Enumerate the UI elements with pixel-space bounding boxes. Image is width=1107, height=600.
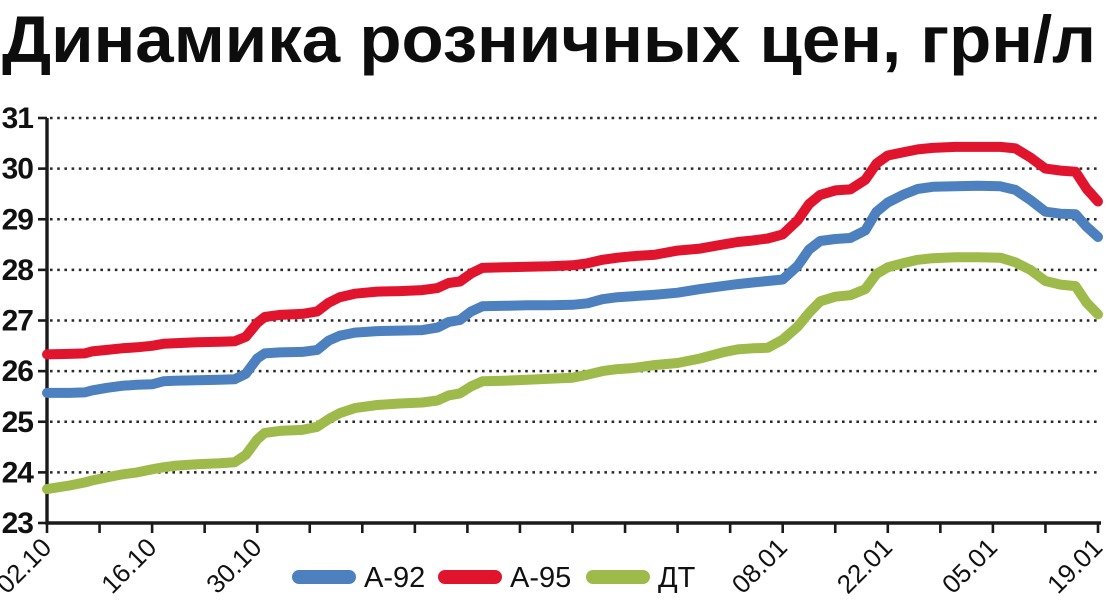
legend-swatch-a95 bbox=[438, 570, 502, 584]
x-axis-label-02.10: 02.10 bbox=[0, 532, 57, 599]
x-axis-label-19.01: 19.01 bbox=[1041, 532, 1107, 599]
gridlines bbox=[50, 116, 1101, 474]
axes: 23 24 25 26 27 28 29 30 31 02.10 16.10 30.10 08.01 22… bbox=[0, 102, 1107, 599]
legend-item-a95: А-95 bbox=[438, 562, 571, 594]
legend-swatch-a92 bbox=[292, 570, 356, 584]
y-axis-label-28: 28 bbox=[2, 254, 34, 287]
y-axis-label-24: 24 bbox=[2, 456, 35, 489]
y-axis-label-25: 25 bbox=[2, 406, 34, 439]
legend-swatch-dt bbox=[586, 570, 650, 584]
legend-label-a95: А-95 bbox=[510, 562, 571, 594]
legend-item-dt: ДТ bbox=[586, 562, 696, 594]
x-axis-label-16.10: 16.10 bbox=[95, 532, 162, 599]
y-axis-label-30: 30 bbox=[2, 153, 34, 186]
legend-label-dt: ДТ bbox=[658, 562, 696, 594]
series-line-a95 bbox=[42, 141, 1103, 360]
y-axis-label-29: 29 bbox=[2, 203, 34, 236]
x-axis-label-22.01: 22.01 bbox=[831, 532, 898, 599]
x-axis-label-05.01: 05.01 bbox=[936, 532, 1003, 599]
chart-title: Динамика розничных цен, грн/л bbox=[2, 2, 1096, 76]
legend: А-92 А-95 ДТ bbox=[292, 562, 696, 594]
legend-item-a92: А-92 bbox=[292, 562, 425, 594]
y-axis-label-31: 31 bbox=[2, 102, 34, 135]
legend-label-a92: А-92 bbox=[364, 562, 425, 594]
series-lines bbox=[42, 141, 1103, 495]
series-line-dt bbox=[42, 252, 1103, 495]
x-axis-label-08.01: 08.01 bbox=[726, 532, 793, 599]
series-line-a92 bbox=[42, 180, 1103, 398]
y-axis-label-23: 23 bbox=[2, 507, 34, 540]
y-axis-label-26: 26 bbox=[2, 355, 34, 388]
y-axis-label-27: 27 bbox=[2, 305, 34, 338]
x-axis-label-30.10: 30.10 bbox=[200, 532, 267, 599]
